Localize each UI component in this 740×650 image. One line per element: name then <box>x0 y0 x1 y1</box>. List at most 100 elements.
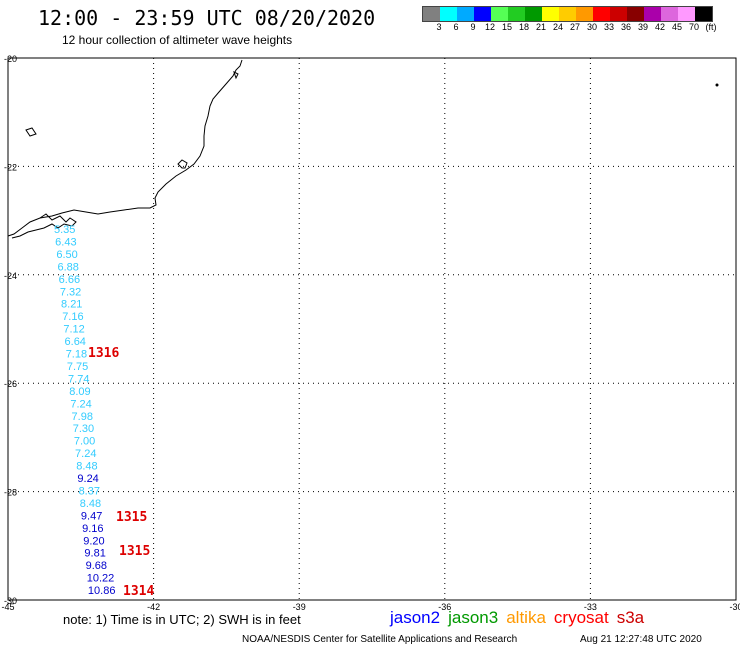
colorbar-label: 6 <box>453 22 459 32</box>
wave-height-label: 9.16 <box>82 523 103 535</box>
latitude-label: -26 <box>4 379 17 389</box>
satellite-legend: jason2 jason3 altika cryosat s3a <box>390 608 652 628</box>
colorbar-swatch <box>661 7 678 21</box>
colorbar-swatch <box>610 7 627 21</box>
wave-height-label: 6.50 <box>56 249 77 261</box>
wave-height-label: 9.24 <box>77 473 98 485</box>
pass-time-label: 1315 <box>116 510 147 525</box>
latitude-label: -28 <box>4 488 17 498</box>
wave-height-label: 7.18 <box>66 349 87 361</box>
latitude-label: -24 <box>4 271 17 281</box>
wave-height-label: 6.88 <box>58 261 79 273</box>
colorbar-label: (ft) <box>705 22 717 32</box>
wave-height-label: 7.74 <box>68 373 89 385</box>
colorbar-swatch <box>678 7 695 21</box>
colorbar-swatch <box>457 7 474 21</box>
wave-height-label: 7.00 <box>74 436 95 448</box>
longitude-label: -30 <box>729 602 740 612</box>
latitude-label: -22 <box>4 162 17 172</box>
colorbar-swatch <box>423 7 440 21</box>
colorbar-label: 33 <box>603 22 615 32</box>
colorbar-label: 42 <box>654 22 666 32</box>
wave-height-label: 7.30 <box>73 423 94 435</box>
colorbar-swatch <box>593 7 610 21</box>
wave-height-label: 8.37 <box>79 485 100 497</box>
wave-height-label: 7.24 <box>75 448 96 460</box>
satellite-label: cryosat <box>553 608 609 627</box>
wave-height-label: 8.48 <box>76 461 97 473</box>
longitude-label: -33 <box>584 602 597 612</box>
colorbar-swatch <box>525 7 542 21</box>
latitude-label: -30 <box>4 596 17 606</box>
wave-height-label: 8.48 <box>80 498 101 510</box>
colorbar-swatch <box>576 7 593 21</box>
colorbar-swatch <box>474 7 491 21</box>
wave-height-label: 7.12 <box>63 324 84 336</box>
wave-height-label: 9.81 <box>84 548 105 560</box>
wave-height-label: 9.47 <box>81 510 102 522</box>
colorbar-label: 36 <box>620 22 632 32</box>
pass-time-label: 1314 <box>123 584 154 599</box>
wave-height-label: 5.35 <box>54 224 75 236</box>
longitude-label: -42 <box>147 602 160 612</box>
graticule <box>8 58 736 600</box>
wave-height-label: 7.98 <box>72 411 93 423</box>
colorbar-label: 45 <box>671 22 683 32</box>
map-frame <box>7 57 737 601</box>
colorbar-label: 3 <box>436 22 442 32</box>
wave-height-label: 6.64 <box>65 336 86 348</box>
colorbar-label: 70 <box>688 22 700 32</box>
wave-height-label: 7.24 <box>70 398 91 410</box>
colorbar-swatch <box>695 7 712 21</box>
latitude-labels: -20 -22 -24 -26 -28 -30 <box>4 54 17 606</box>
wave-height-colorbar <box>422 6 713 22</box>
colorbar-label: 24 <box>552 22 564 32</box>
colorbar-label: 9 <box>470 22 476 32</box>
wave-height-label: 8.09 <box>69 386 90 398</box>
pass-time-label: 1315 <box>119 544 150 559</box>
satellite-label: s3a <box>616 608 645 627</box>
wave-height-label: 10.22 <box>87 573 115 585</box>
colorbar-swatch <box>508 7 525 21</box>
wave-height-label: 8.21 <box>61 299 82 311</box>
wave-height-label: 6.66 <box>59 274 80 286</box>
island-point <box>715 83 719 87</box>
latitude-label: -20 <box>4 54 17 64</box>
footer-note: note: 1) Time is in UTC; 2) SWH is in fe… <box>63 612 301 627</box>
map-title: 12:00 - 23:59 UTC 08/20/2020 <box>38 6 376 30</box>
longitude-label: -45 <box>1 602 14 612</box>
pass-time-labels: 1316 1315 1315 1314 <box>88 346 154 599</box>
colorbar-swatch <box>542 7 559 21</box>
satellite-label: altika <box>506 608 546 627</box>
colorbar-swatch <box>559 7 576 21</box>
longitude-label: -36 <box>438 602 451 612</box>
colorbar-label: 30 <box>586 22 598 32</box>
map-subtitle: 12 hour collection of altimeter wave hei… <box>62 33 293 47</box>
colorbar-label: 39 <box>637 22 649 32</box>
wave-height-track: 5.356.436.506.886.667.328.217.167.126.64… <box>54 224 115 597</box>
island-marks <box>25 71 239 137</box>
pass-time-label: 1316 <box>88 346 119 361</box>
colorbar-swatch <box>644 7 661 21</box>
satellite-label: jason3 <box>448 608 499 627</box>
credit-text: NOAA/NESDIS Center for Satellite Applica… <box>242 634 518 645</box>
colorbar-label: 27 <box>569 22 581 32</box>
generated-timestamp: Aug 21 12:27:48 UTC 2020 <box>580 634 702 645</box>
wave-height-label: 10.86 <box>88 585 116 597</box>
wave-height-label: 7.75 <box>67 361 88 373</box>
wave-height-label: 6.43 <box>55 236 76 248</box>
longitude-labels: -45 -42 -39 -36 -33 -30 <box>1 602 740 612</box>
colorbar-label: 18 <box>518 22 530 32</box>
wave-height-label: 7.16 <box>62 311 83 323</box>
coastline-bay <box>177 159 188 169</box>
colorbar-swatch <box>440 7 457 21</box>
wave-height-label: 9.68 <box>86 560 107 572</box>
coastline <box>7 59 243 237</box>
colorbar-swatch <box>627 7 644 21</box>
colorbar-label: 15 <box>501 22 513 32</box>
satellite-label: jason2 <box>390 608 441 627</box>
wave-height-label: 9.20 <box>83 535 104 547</box>
longitude-label: -39 <box>293 602 306 612</box>
